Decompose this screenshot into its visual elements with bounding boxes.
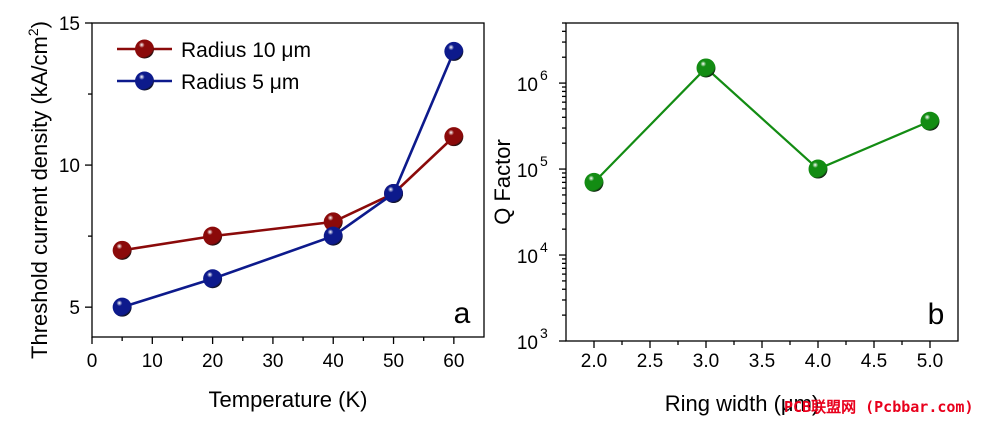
- x-tick-label-a: 30: [262, 351, 283, 372]
- legend-label-0: Radius 10 μm: [181, 39, 311, 62]
- series-line-a-0: [121, 135, 455, 252]
- x-tick-label-a: 60: [443, 351, 464, 372]
- y-axis-title-sup: 2: [25, 28, 41, 36]
- legend-marker-0: [135, 39, 154, 59]
- data-point-a-0: [323, 212, 343, 232]
- panel-a: 0 10 20 30 40 50 60 5 10 15 Temperature (K) Thresho…: [25, 14, 485, 412]
- y-tick-label-a: 10: [59, 156, 80, 177]
- data-point-a-1: [444, 41, 464, 61]
- data-point-a-1: [203, 269, 223, 289]
- y-axis-title-close: ): [27, 21, 52, 28]
- y-axis-title-a: Threshold current density (kA/cm2): [25, 21, 52, 359]
- x-tick-label-a: 0: [87, 351, 98, 372]
- x-tick-label-a: 50: [383, 351, 404, 372]
- y-tick-label-b: 10: [517, 75, 538, 96]
- x-axis-title-a: Temperature (K): [209, 387, 368, 412]
- x-tick-label-b: 2.0: [581, 351, 607, 372]
- data-point-b: [584, 172, 604, 192]
- y-tick-exponent-b: 3: [540, 325, 548, 341]
- y-tick-exponent-b: 4: [540, 239, 548, 255]
- x-tick-label-b: 4.0: [805, 351, 831, 372]
- data-point-a-1: [112, 297, 132, 317]
- data-point-a-0: [444, 127, 464, 147]
- data-point-a-0: [203, 226, 223, 246]
- y-axis-title-b: Q Factor: [490, 139, 515, 225]
- x-tick-label-a: 40: [323, 351, 344, 372]
- data-point-a-1: [384, 183, 404, 203]
- x-tick-label-b: 3.5: [749, 351, 775, 372]
- panel-label-b: b: [928, 298, 945, 331]
- x-tick-label-a: 10: [142, 351, 163, 372]
- legend-label-1: Radius 5 μm: [181, 71, 299, 94]
- y-tick-label-a: 15: [59, 14, 80, 35]
- panel-label-a: a: [454, 297, 471, 330]
- y-tick-label-b: 10: [517, 333, 538, 354]
- data-point-b: [696, 58, 716, 78]
- plot-frame-a: [91, 22, 485, 338]
- legend-marker-1: [135, 71, 154, 91]
- x-tick-label-b: 4.5: [861, 351, 887, 372]
- x-tick-label-b: 2.5: [637, 351, 663, 372]
- data-point-a-0: [112, 240, 132, 260]
- plot-frame-b: [565, 22, 959, 342]
- x-axis-title-b: Ring width (μm): [665, 391, 819, 416]
- y-tick-label-b: 10: [517, 247, 538, 268]
- x-tick-label-b: 3.0: [693, 351, 719, 372]
- x-tick-label-b: 5.0: [917, 351, 943, 372]
- data-point-b: [920, 111, 940, 131]
- y-axis-title-text: Threshold current density (kA/cm: [27, 36, 52, 359]
- y-tick-exponent-b: 5: [540, 153, 548, 169]
- series-line-b-0: [593, 66, 931, 184]
- watermark: PCB联盟网 (Pcbbar.com): [784, 398, 974, 416]
- y-tick-exponent-b: 6: [540, 67, 548, 83]
- x-tick-label-a: 20: [202, 351, 223, 372]
- data-point-b: [808, 159, 828, 179]
- data-point-a-1: [323, 226, 343, 246]
- y-tick-label-a: 5: [69, 298, 80, 319]
- y-tick-label-b: 10: [517, 161, 538, 182]
